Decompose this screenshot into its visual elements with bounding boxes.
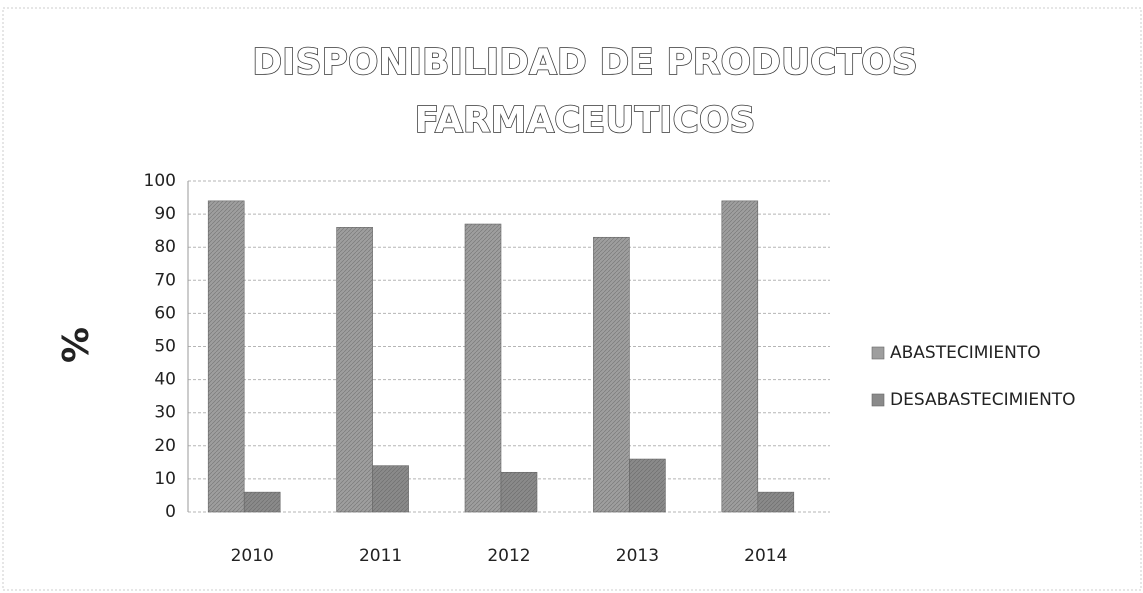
- chart-title: FARMACEUTICOS: [415, 100, 756, 141]
- chart-title: DISPONIBILIDAD DE PRODUCTOS: [252, 42, 917, 83]
- y-tick-label: 100: [144, 171, 176, 191]
- bar-hatch: [336, 227, 373, 512]
- legend-label: DESABASTECIMIENTO: [890, 390, 1076, 410]
- legend-swatch: [871, 393, 885, 407]
- y-tick-label: 80: [154, 237, 176, 257]
- bar-hatch: [629, 459, 666, 512]
- bar-hatch: [721, 200, 758, 513]
- y-tick-label: 20: [154, 436, 176, 456]
- y-tick-label: 60: [154, 303, 176, 323]
- bar-hatch: [465, 224, 501, 512]
- bar-hatch: [244, 492, 281, 512]
- y-tick-label: 90: [154, 204, 176, 224]
- x-tick-label: 2010: [231, 546, 274, 566]
- bar-hatch: [208, 200, 245, 513]
- bar-hatch: [372, 465, 409, 512]
- y-tick-label: 30: [154, 403, 176, 423]
- x-tick-label: 2012: [487, 546, 530, 566]
- bar-hatch: [757, 492, 794, 512]
- x-tick-label: 2014: [744, 546, 787, 566]
- x-tick-label: 2011: [359, 546, 402, 566]
- x-tick-label: 2013: [616, 546, 659, 566]
- y-tick-label: 50: [154, 337, 176, 357]
- legend-label: ABASTECIMIENTO: [890, 343, 1041, 363]
- y-tick-label: 40: [154, 370, 176, 390]
- y-axis-label: %: [56, 327, 97, 363]
- y-tick-label: 0: [165, 502, 176, 522]
- bar-hatch: [593, 237, 630, 512]
- legend-swatch: [871, 346, 885, 360]
- chart-frame: [2, 7, 1142, 591]
- bar-hatch: [501, 472, 537, 512]
- y-tick-label: 10: [154, 469, 176, 489]
- y-tick-label: 70: [154, 270, 176, 290]
